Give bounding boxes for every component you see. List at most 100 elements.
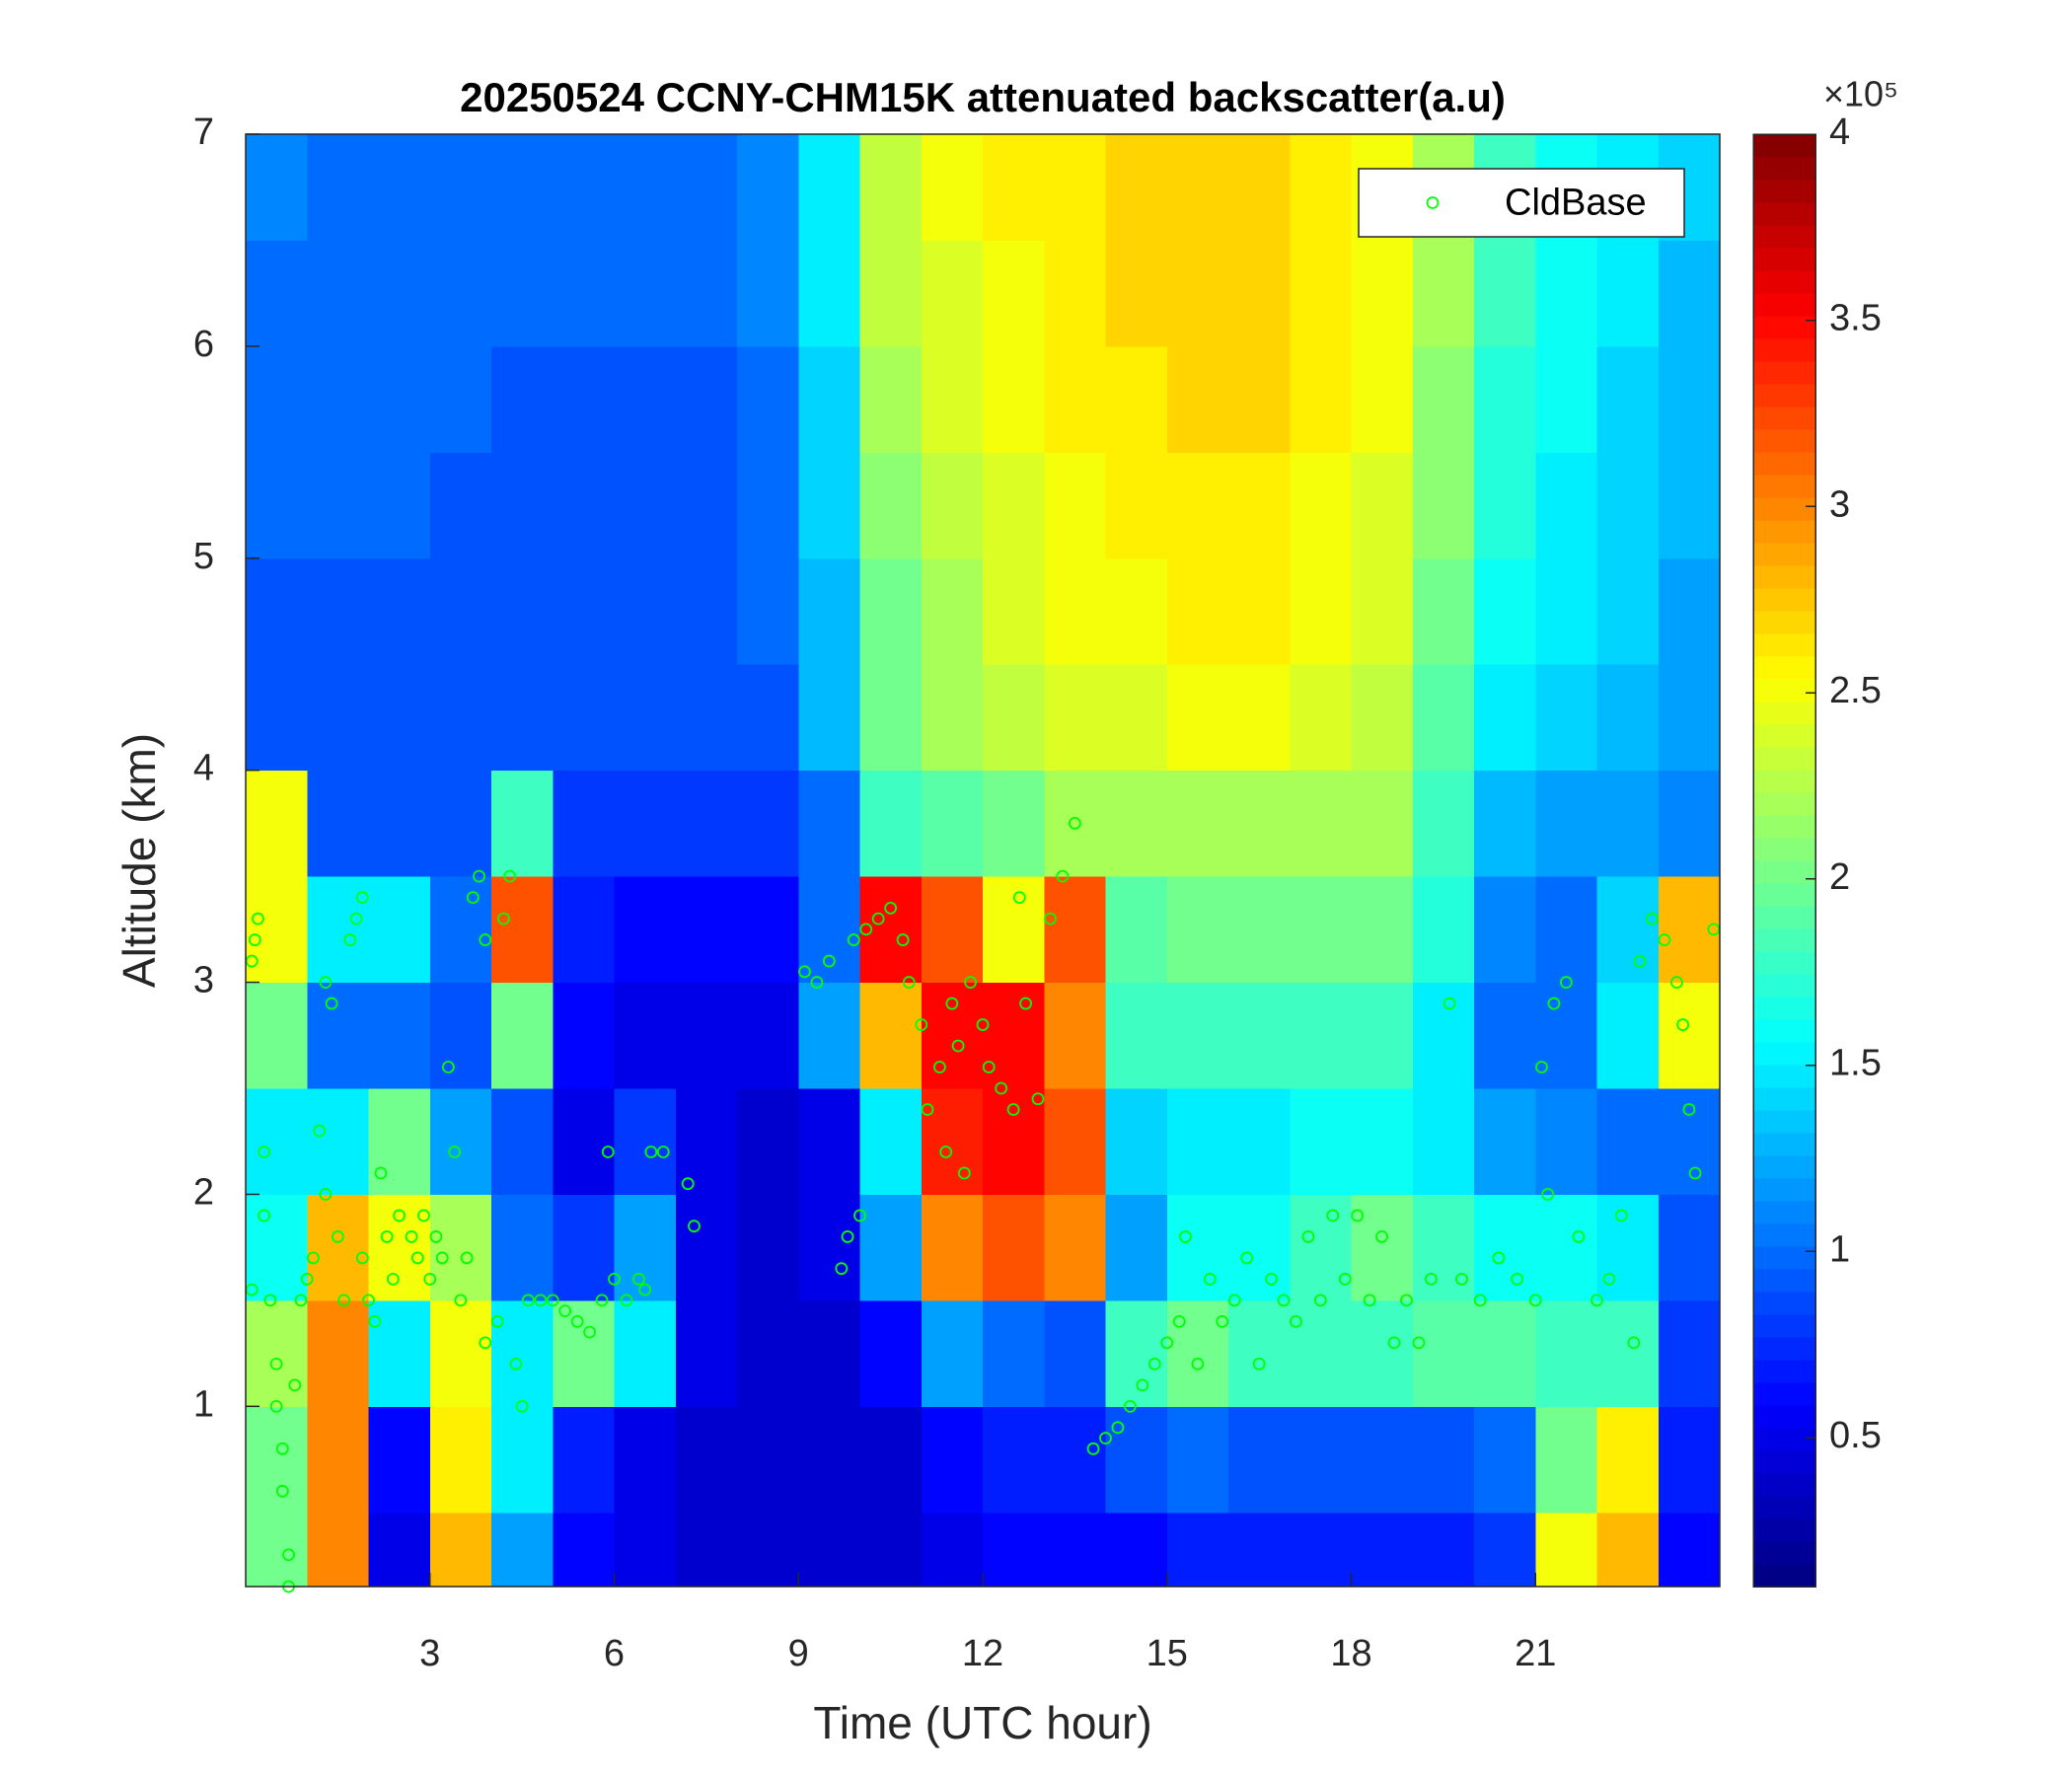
cloud-base-point bbox=[976, 1018, 990, 1031]
colorbar-step bbox=[1753, 1541, 1815, 1565]
heatmap-cell bbox=[246, 1088, 308, 1195]
heatmap-cell bbox=[1535, 1512, 1597, 1588]
cloud-base-point bbox=[454, 1294, 468, 1307]
heatmap-cell bbox=[1351, 557, 1414, 665]
heatmap-cell bbox=[983, 982, 1045, 1089]
heatmap-cell bbox=[1351, 1299, 1414, 1407]
legend-box bbox=[1358, 168, 1685, 238]
heatmap-cell bbox=[491, 982, 554, 1089]
colorbar-tick-label: 1.5 bbox=[1829, 1043, 1882, 1084]
heatmap-cell bbox=[553, 664, 615, 772]
heatmap-cell bbox=[859, 452, 923, 559]
heatmap-cell bbox=[429, 982, 492, 1089]
heatmap-cell bbox=[1412, 557, 1475, 665]
heatmap-cell bbox=[983, 557, 1045, 665]
heatmap-cell bbox=[307, 1406, 369, 1514]
cloud-base-point bbox=[995, 1081, 1008, 1095]
heatmap-cell bbox=[921, 1512, 984, 1588]
heatmap-cell bbox=[1474, 770, 1536, 877]
heatmap-cell bbox=[246, 134, 308, 241]
heatmap-cell bbox=[429, 1512, 492, 1588]
colorbar-step bbox=[1753, 928, 1815, 952]
heatmap-cell bbox=[1535, 1194, 1597, 1301]
heatmap-cell bbox=[1658, 1512, 1721, 1588]
colorbar-step bbox=[1753, 633, 1815, 657]
colorbar-step bbox=[1753, 1496, 1815, 1519]
cloud-base-point bbox=[921, 1103, 934, 1116]
heatmap-cell bbox=[1166, 557, 1229, 665]
cloud-base-point bbox=[288, 1378, 302, 1392]
heatmap-cell bbox=[921, 557, 984, 665]
colorbar-step bbox=[1753, 497, 1815, 521]
cloud-base-point bbox=[1400, 1294, 1413, 1307]
colorbar-step bbox=[1753, 1405, 1815, 1429]
heatmap-cell bbox=[429, 557, 492, 665]
heatmap-cell bbox=[737, 1194, 799, 1301]
heatmap-cell bbox=[675, 770, 738, 877]
y-tick-label: 5 bbox=[193, 536, 214, 577]
heatmap-cell bbox=[921, 345, 984, 453]
cloud-base-point bbox=[355, 891, 369, 905]
cloud-base-point bbox=[1425, 1273, 1438, 1286]
heatmap-cell bbox=[1105, 770, 1168, 877]
colorbar-step bbox=[1753, 1337, 1815, 1361]
heatmap-cell bbox=[614, 452, 677, 559]
heatmap-cell bbox=[1658, 557, 1721, 665]
x-axis-label: Time (UTC hour) bbox=[813, 1697, 1151, 1748]
colorbar-step bbox=[1753, 565, 1815, 589]
heatmap-cell bbox=[246, 664, 308, 772]
heatmap-cell bbox=[307, 982, 369, 1089]
heatmap-cell bbox=[429, 1088, 492, 1195]
heatmap-cell bbox=[1596, 1088, 1660, 1195]
heatmap-cell bbox=[798, 770, 860, 877]
heatmap-cell bbox=[553, 1194, 615, 1301]
heatmap-cell bbox=[553, 770, 615, 877]
colorbar-step bbox=[1753, 1450, 1815, 1474]
heatmap-cell bbox=[921, 770, 984, 877]
heatmap-cell bbox=[1535, 876, 1597, 984]
colorbar-step bbox=[1753, 702, 1815, 725]
y-tick-label: 7 bbox=[193, 111, 214, 153]
x-tick-label: 21 bbox=[1515, 1633, 1556, 1674]
heatmap-cell bbox=[491, 770, 554, 877]
heatmap-cell bbox=[368, 345, 431, 453]
cloud-base-point bbox=[282, 1548, 295, 1562]
heatmap-cell bbox=[921, 876, 984, 984]
heatmap-cell bbox=[1535, 770, 1597, 877]
cloud-base-point bbox=[884, 901, 898, 915]
cloud-base-point bbox=[1227, 1294, 1241, 1307]
cloud-base-point bbox=[515, 1399, 529, 1413]
heatmap-cell bbox=[1228, 240, 1291, 347]
heatmap-cell bbox=[1351, 770, 1414, 877]
heatmap-cell bbox=[1351, 345, 1414, 453]
heatmap-cell bbox=[1351, 452, 1414, 559]
colorbar-tick-label: 4 bbox=[1829, 111, 1850, 153]
colorbar-step bbox=[1753, 1473, 1815, 1497]
heatmap-cell bbox=[553, 345, 615, 453]
cloud-base-point bbox=[1658, 933, 1671, 946]
heatmap-cell bbox=[1228, 664, 1291, 772]
cloud-base-point bbox=[1572, 1230, 1586, 1243]
heatmap-cell bbox=[859, 1406, 923, 1514]
cloud-base-point bbox=[269, 1357, 283, 1370]
heatmap-cell bbox=[1290, 240, 1352, 347]
cloud-base-point bbox=[583, 1325, 596, 1339]
heatmap-cell bbox=[983, 1194, 1045, 1301]
heatmap-cell bbox=[675, 1406, 738, 1514]
heatmap-cell bbox=[246, 982, 308, 1089]
cloud-base-point bbox=[307, 1251, 320, 1265]
heatmap-cell bbox=[921, 134, 984, 241]
heatmap-cell bbox=[675, 1194, 738, 1301]
heatmap-cell bbox=[859, 134, 923, 241]
heatmap-cell bbox=[246, 1512, 308, 1588]
heatmap-cell bbox=[1412, 452, 1475, 559]
y-axis-label: Altitude (km) bbox=[113, 733, 165, 988]
cloud-base-point bbox=[945, 997, 959, 1010]
heatmap-cell bbox=[246, 876, 308, 984]
heatmap-cell bbox=[1228, 134, 1291, 241]
cloud-base-point bbox=[608, 1273, 621, 1286]
colorbar-step bbox=[1753, 747, 1815, 771]
cloud-base-point bbox=[688, 1220, 701, 1233]
heatmap-cell bbox=[1412, 1194, 1475, 1301]
colorbar-step bbox=[1753, 1087, 1815, 1111]
